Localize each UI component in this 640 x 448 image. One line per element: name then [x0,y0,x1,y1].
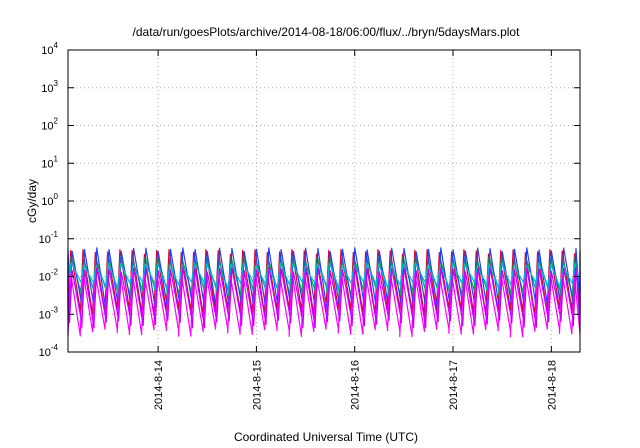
series-line [67,270,581,338]
x-axis-label: Coordinated Universal Time (UTC) [234,430,418,444]
x-tick-label: 2014-8-14 [153,360,165,410]
y-tick-exponent: 4 [54,41,59,50]
y-tick-base: 10 [39,272,51,284]
series-line [67,267,581,329]
y-tick-exponent: 3 [54,79,59,88]
y-tick-base: 10 [41,158,53,170]
y-tick-base: 10 [39,347,51,359]
y-tick-exponent: -3 [51,305,59,314]
y-tick-base: 10 [41,121,53,133]
y-tick-exponent: 1 [54,154,59,163]
y-tick-base: 10 [41,196,53,208]
y-tick-label: 10-4 [39,343,59,359]
y-tick-label: 10-1 [39,230,59,246]
y-tick-label: 10-3 [39,305,59,321]
y-tick-exponent: -1 [51,230,59,239]
y-tick-base: 10 [39,309,51,321]
y-tick-label: 10-2 [39,268,59,284]
y-tick-label: 102 [41,117,58,133]
y-tick-label: 104 [41,41,58,57]
y-tick-label: 101 [41,154,58,170]
y-tick-exponent: 0 [54,192,59,201]
grid [68,50,580,352]
x-tick-label: 2014-8-15 [251,360,263,410]
x-tick-labels: 2014-8-14 2014-8-15 2014-8-16 2014-8-17 2014… [153,360,558,410]
y-tick-exponent: -2 [51,268,59,277]
x-tick-label: 2014-8-16 [350,360,362,410]
y-tick-base: 10 [39,234,51,246]
y-tick-exponent: 2 [54,117,59,126]
x-tick-label: 2014-8-18 [546,360,558,410]
y-axis-label: cGy/day [25,179,39,223]
chart-title: /data/run/goesPlots/archive/2014-08-18/0… [133,25,521,39]
x-tick-label: 2014-8-17 [448,360,460,410]
ticks [68,49,580,353]
y-tick-base: 10 [41,83,53,95]
series-group [67,247,581,338]
y-tick-exponent: -4 [51,343,59,352]
y-tick-label: 103 [41,79,58,95]
series-line [67,262,581,290]
y-tick-label: 100 [41,192,58,208]
y-tick-base: 10 [41,45,53,57]
